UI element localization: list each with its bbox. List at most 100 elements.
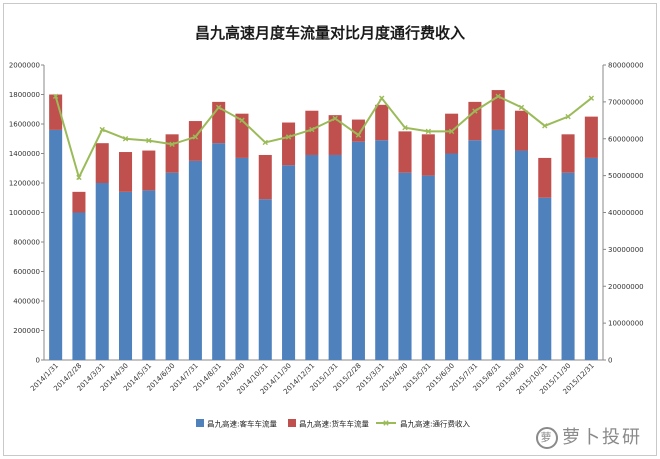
left-tick-label: 1600000 bbox=[9, 121, 40, 129]
bar-freight bbox=[142, 150, 156, 191]
toll-revenue-point bbox=[285, 134, 292, 140]
right-tick-label: 50000000 bbox=[608, 172, 644, 180]
toll-revenue-point bbox=[122, 136, 129, 142]
bar-passenger bbox=[351, 141, 365, 360]
bar-passenger bbox=[375, 140, 389, 360]
toll-revenue-point bbox=[588, 95, 595, 101]
toll-revenue-line bbox=[54, 95, 592, 181]
bar-passenger bbox=[118, 191, 133, 360]
legend-label-freight: 昌九高速:货车车流量 bbox=[299, 419, 370, 429]
right-tick-label: 40000000 bbox=[608, 209, 644, 217]
toll-revenue-point bbox=[355, 132, 362, 138]
bar-freight bbox=[468, 101, 482, 141]
toll-revenue-point bbox=[262, 139, 268, 146]
bar-freight bbox=[375, 104, 389, 141]
left-tick-label: 200000 bbox=[13, 327, 40, 335]
bar-passenger bbox=[49, 129, 63, 360]
toll-revenue-point bbox=[472, 108, 478, 114]
toll-revenue-point bbox=[146, 137, 152, 144]
bar-freight bbox=[421, 134, 435, 176]
left-tick-label: 1400000 bbox=[9, 150, 40, 158]
legend-label-passenger: 昌九高速:客车车流量 bbox=[207, 419, 278, 429]
right-tick-label: 0 bbox=[608, 357, 612, 365]
left-tick-label: 2000000 bbox=[9, 62, 40, 70]
bar-passenger bbox=[491, 129, 505, 360]
bar-passenger bbox=[445, 153, 459, 360]
bar-freight bbox=[445, 113, 459, 154]
toll-revenue-point bbox=[379, 95, 385, 101]
right-tick-label: 80000000 bbox=[608, 62, 644, 70]
right-tick-label: 60000000 bbox=[608, 135, 644, 143]
toll-revenue-point bbox=[309, 126, 315, 133]
toll-revenue-point bbox=[239, 117, 245, 124]
bar-freight bbox=[584, 116, 598, 158]
bar-freight bbox=[491, 90, 505, 130]
right-tick-label: 70000000 bbox=[608, 98, 644, 106]
bar-passenger bbox=[188, 160, 202, 360]
chart-title: 昌九高速月度车流量对比月度通行费收入 bbox=[194, 24, 465, 42]
bar-freight bbox=[398, 131, 412, 173]
bar-passenger bbox=[95, 183, 109, 360]
toll-revenue-point bbox=[192, 134, 199, 140]
bar-passenger bbox=[235, 157, 249, 360]
toll-revenue-point bbox=[215, 104, 222, 111]
legend-swatch-passenger bbox=[196, 419, 204, 427]
bar-passenger bbox=[421, 175, 435, 360]
bar-passenger bbox=[165, 172, 179, 360]
right-tick-label: 10000000 bbox=[608, 320, 644, 328]
toll-revenue-point bbox=[425, 128, 432, 135]
bar-passenger bbox=[468, 140, 482, 360]
toll-revenue-point bbox=[332, 115, 338, 122]
bar-freight bbox=[188, 121, 202, 161]
left-tick-label: 1000000 bbox=[9, 209, 40, 217]
bar-passenger bbox=[328, 154, 342, 360]
bar-passenger bbox=[584, 157, 598, 360]
watermark-logo-icon: 萝 bbox=[536, 427, 558, 449]
bar-passenger bbox=[398, 172, 412, 360]
right-tick-label: 20000000 bbox=[608, 283, 644, 291]
bar-passenger bbox=[142, 190, 156, 360]
bar-freight bbox=[328, 115, 342, 155]
bar-passenger bbox=[258, 199, 272, 360]
bar-passenger bbox=[305, 154, 319, 360]
bar-freight bbox=[351, 119, 365, 142]
bar-passenger bbox=[561, 172, 575, 360]
bar-freight bbox=[49, 94, 63, 130]
watermark-text: 萝卜投研 bbox=[562, 427, 642, 448]
toll-revenue-point bbox=[518, 104, 525, 111]
bar-freight bbox=[72, 191, 86, 213]
bar-freight bbox=[538, 157, 552, 198]
bar-freight bbox=[118, 152, 133, 192]
left-tick-label: 0 bbox=[36, 357, 40, 365]
legend-label-toll: 昌九高速:通行费收入 bbox=[400, 419, 471, 429]
toll-revenue-point bbox=[76, 174, 82, 181]
toll-revenue-point bbox=[495, 93, 501, 100]
bar-freight bbox=[514, 110, 529, 151]
toll-revenue-point bbox=[565, 113, 571, 120]
toll-revenue-point bbox=[52, 93, 59, 100]
legend-marker-toll bbox=[383, 420, 389, 426]
legend-swatch-freight bbox=[288, 419, 296, 427]
bar-freight bbox=[305, 110, 319, 155]
left-tick-label: 800000 bbox=[13, 239, 40, 247]
bar-passenger bbox=[72, 212, 86, 360]
bar-passenger bbox=[282, 165, 296, 360]
left-tick-label: 400000 bbox=[13, 298, 40, 306]
toll-revenue-point bbox=[169, 141, 175, 147]
bar-freight bbox=[561, 134, 575, 173]
toll-revenue-point bbox=[448, 128, 455, 135]
bar-passenger bbox=[514, 150, 529, 360]
left-tick-label: 1200000 bbox=[9, 180, 40, 188]
bar-freight bbox=[282, 122, 296, 166]
toll-revenue-point bbox=[402, 124, 408, 131]
bar-freight bbox=[258, 154, 272, 200]
left-tick-label: 600000 bbox=[13, 268, 40, 276]
bar-passenger bbox=[538, 197, 552, 360]
watermark: 萝萝卜投研 bbox=[536, 423, 642, 449]
toll-revenue-point bbox=[542, 123, 548, 129]
toll-revenue-point bbox=[99, 126, 105, 133]
bar-freight bbox=[95, 143, 109, 183]
bar-passenger bbox=[212, 143, 226, 360]
right-tick-label: 30000000 bbox=[608, 246, 644, 254]
